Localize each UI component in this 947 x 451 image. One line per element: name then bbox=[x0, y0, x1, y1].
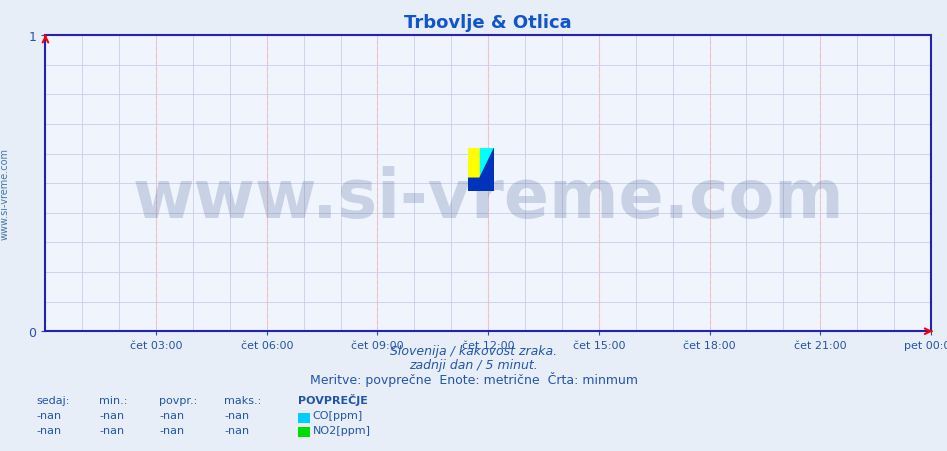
Text: POVPREČJE: POVPREČJE bbox=[298, 393, 368, 405]
Text: NO2[ppm]: NO2[ppm] bbox=[313, 425, 370, 435]
Polygon shape bbox=[468, 149, 494, 192]
Text: -nan: -nan bbox=[36, 425, 62, 435]
Text: sedaj:: sedaj: bbox=[36, 395, 69, 405]
Text: Slovenija / kakovost zraka.: Slovenija / kakovost zraka. bbox=[390, 344, 557, 357]
Text: povpr.:: povpr.: bbox=[159, 395, 197, 405]
Text: -nan: -nan bbox=[224, 425, 250, 435]
Text: www.si-vreme.com: www.si-vreme.com bbox=[133, 166, 844, 231]
Text: Meritve: povprečne  Enote: metrične  Črta: minmum: Meritve: povprečne Enote: metrične Črta:… bbox=[310, 371, 637, 386]
Text: -nan: -nan bbox=[159, 425, 185, 435]
Text: -nan: -nan bbox=[224, 410, 250, 420]
Text: CO[ppm]: CO[ppm] bbox=[313, 410, 363, 420]
Text: min.:: min.: bbox=[99, 395, 128, 405]
Text: -nan: -nan bbox=[99, 410, 125, 420]
Text: www.si-vreme.com: www.si-vreme.com bbox=[0, 148, 9, 240]
Text: zadnji dan / 5 minut.: zadnji dan / 5 minut. bbox=[409, 359, 538, 372]
Title: Trbovlje & Otlica: Trbovlje & Otlica bbox=[404, 14, 572, 32]
Text: maks.:: maks.: bbox=[224, 395, 261, 405]
Polygon shape bbox=[480, 149, 494, 179]
Text: -nan: -nan bbox=[159, 410, 185, 420]
Polygon shape bbox=[468, 149, 480, 179]
Text: -nan: -nan bbox=[36, 410, 62, 420]
Text: -nan: -nan bbox=[99, 425, 125, 435]
